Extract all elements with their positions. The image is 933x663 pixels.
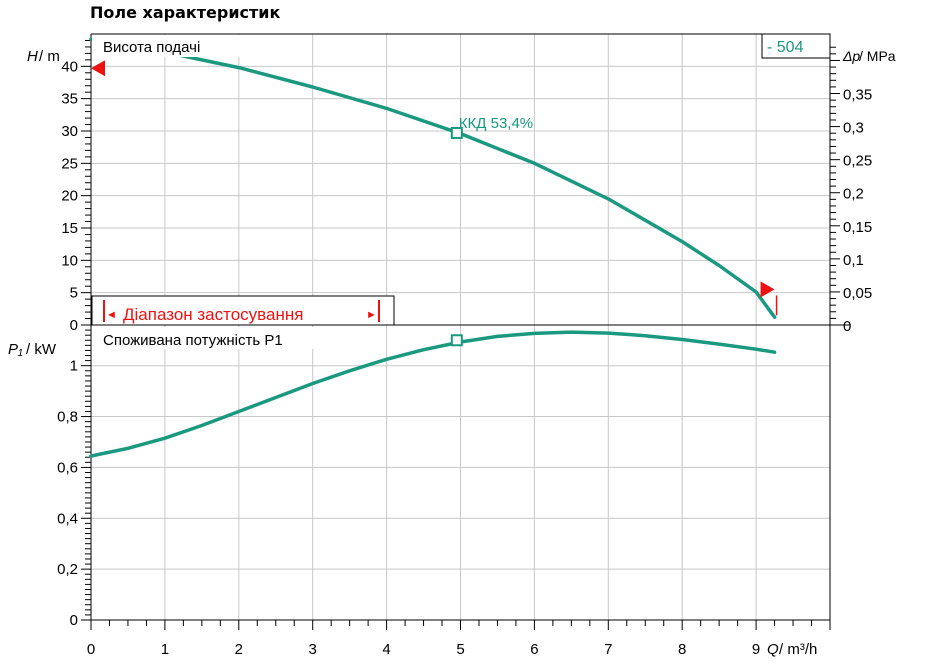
x-tick-label: 1: [161, 641, 169, 658]
head-title-bg: [92, 35, 256, 57]
x-tick-label: 9: [752, 641, 760, 658]
power-panel-title: Споживана потужність P1: [103, 332, 283, 349]
x-tick-label: 0: [87, 641, 95, 658]
x-tick-label: 7: [604, 641, 612, 658]
x-axis-symbol: Q: [767, 641, 779, 658]
range-box: [91, 295, 395, 326]
efficiency-label: ККД 53,4%: [459, 115, 533, 132]
pressure-tick-label: 0,35: [843, 87, 872, 104]
max-head-marker-icon: [91, 60, 105, 77]
operating-point-marker-power: [450, 334, 463, 347]
power-title-bg: [92, 327, 332, 349]
x-tick-label: 8: [678, 641, 686, 658]
x-tick-label: 2: [235, 641, 243, 658]
x-tick-label: 5: [456, 641, 464, 658]
x-tick-label: 6: [530, 641, 538, 658]
range-arrow-right-icon: ►: [366, 309, 377, 321]
head-tick-label: 20: [61, 188, 78, 205]
head-curve: [89, 37, 777, 319]
power-tick-label: 1: [70, 358, 78, 375]
pressure-axis-symbol: Δp: [842, 48, 860, 64]
head-tick-label: 35: [61, 91, 78, 108]
pressure-tick-label: 0,15: [843, 219, 872, 236]
power-tick-label: 0: [70, 612, 78, 629]
head-tick-label: 30: [61, 123, 78, 140]
x-tick-label: 3: [309, 641, 317, 658]
range-label: Діапазон застосування: [123, 305, 303, 324]
head-axis-unit: / m: [39, 48, 60, 65]
head-tick-label: 15: [61, 220, 78, 237]
head-panel-title: Висота подачі: [103, 39, 200, 56]
range-arrow-left-icon: ◄: [106, 309, 117, 321]
power-axis-symbol: P₁: [8, 341, 23, 358]
power-tick-label: 0,8: [57, 409, 78, 426]
head-tick-label: 25: [61, 155, 78, 172]
power-tick-label: 0,4: [57, 510, 78, 527]
page-title: Поле характеристик: [90, 3, 281, 22]
pressure-tick-label: 0,25: [843, 153, 872, 170]
speed-badge-box: [761, 33, 831, 59]
power-tick-label: 0,2: [57, 561, 78, 578]
head-axis-symbol: H: [27, 48, 38, 65]
pressure-axis-unit: / MPa: [859, 48, 896, 64]
x-axis-unit: / m³/h: [779, 641, 817, 658]
pressure-tick-label: 0,05: [843, 285, 872, 302]
pressure-tick-label: 0,1: [843, 252, 864, 269]
operating-point-marker-head: [450, 126, 463, 139]
head-tick-label: 5: [70, 285, 78, 302]
power-tick-label: 0,6: [57, 459, 78, 476]
head-tick-label: 10: [61, 252, 78, 269]
head-tick-label: 0: [70, 317, 78, 334]
pressure-tick-label: 0,2: [843, 186, 864, 203]
pressure-tick-label: 0: [843, 318, 851, 335]
x-tick-label: 4: [382, 641, 390, 658]
power-curve: [89, 330, 777, 458]
end-of-curve-marker-icon: [760, 281, 775, 298]
speed-badge: - 504: [767, 39, 804, 56]
pressure-tick-label: 0,3: [843, 120, 864, 137]
head-tick-label: 40: [61, 58, 78, 75]
power-axis-unit: / kW: [26, 341, 57, 358]
